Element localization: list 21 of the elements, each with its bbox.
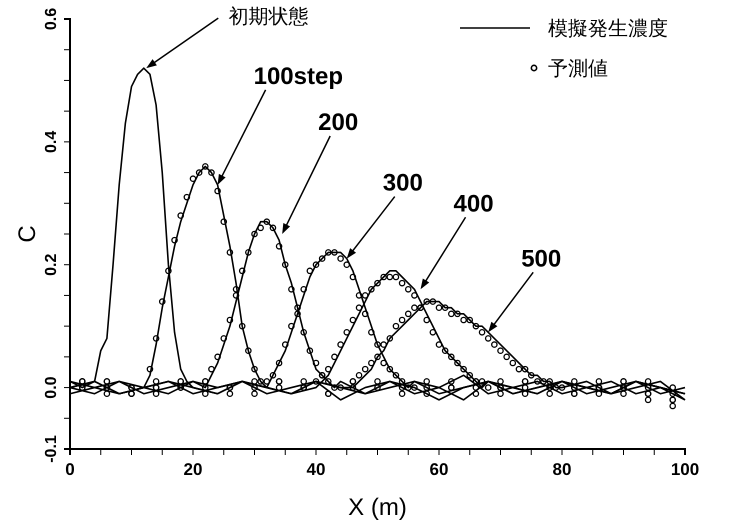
annotation: 500 <box>521 245 562 272</box>
y-axis-title: C <box>14 225 41 243</box>
y-tick-label: -0.1 <box>43 435 60 463</box>
x-tick-label: 100 <box>670 460 700 479</box>
legend-label: 模擬発生濃度 <box>548 18 668 40</box>
annotation: 100step <box>254 62 343 90</box>
annotation: 初期状態 <box>228 6 308 28</box>
y-tick-label: 0.0 <box>43 376 60 399</box>
annotation: 200 <box>318 109 358 136</box>
x-tick-label: 0 <box>65 460 75 479</box>
x-tick-label: 80 <box>552 460 572 479</box>
annotation: 400 <box>454 190 494 218</box>
x-tick-label: 60 <box>430 460 448 479</box>
legend-label: 予測値 <box>548 58 608 80</box>
x-tick-label: 20 <box>184 460 202 479</box>
annotation: 300 <box>382 170 423 197</box>
y-tick-label: 0.2 <box>43 253 60 276</box>
x-tick-label: 40 <box>306 460 326 479</box>
x-axis-title: X (m) <box>348 494 407 521</box>
y-tick-label: 0.4 <box>43 130 60 153</box>
y-tick-label: 0.6 <box>43 8 60 30</box>
